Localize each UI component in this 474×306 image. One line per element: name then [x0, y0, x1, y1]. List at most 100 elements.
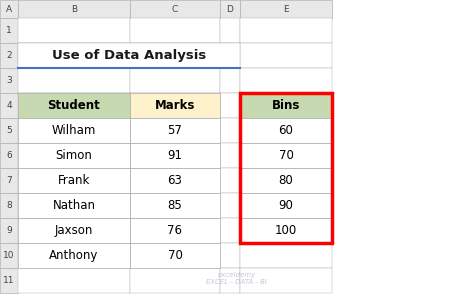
Text: 100: 100	[275, 224, 297, 237]
Bar	[240, 18, 332, 43]
Bar	[240, 268, 332, 293]
Bar	[18, 0, 130, 18]
Text: 5: 5	[6, 126, 12, 135]
Bar	[130, 243, 220, 268]
Text: 6: 6	[6, 151, 12, 160]
Bar	[240, 168, 332, 193]
Bar	[0, 168, 18, 193]
Bar	[130, 143, 220, 168]
Text: D: D	[227, 5, 233, 13]
Bar	[240, 218, 332, 243]
Bar	[130, 218, 220, 243]
Bar	[130, 0, 220, 18]
Bar	[0, 268, 18, 293]
Text: 2: 2	[6, 51, 12, 60]
Bar	[240, 93, 332, 118]
Bar	[18, 243, 130, 268]
Bar	[130, 143, 220, 168]
Bar	[220, 68, 240, 93]
Bar	[220, 268, 240, 293]
Bar	[18, 93, 130, 118]
Bar	[240, 43, 332, 68]
Text: A: A	[6, 5, 12, 13]
Bar	[18, 118, 130, 143]
Bar	[220, 168, 240, 193]
Text: 57: 57	[168, 124, 182, 137]
Text: 90: 90	[279, 199, 293, 212]
Text: Marks: Marks	[155, 99, 195, 112]
Text: Simon: Simon	[55, 149, 92, 162]
Bar	[0, 143, 18, 168]
Bar	[240, 143, 332, 168]
Text: 9: 9	[6, 226, 12, 235]
Text: Anthony: Anthony	[49, 249, 99, 262]
Bar	[220, 43, 240, 68]
Bar	[18, 218, 130, 243]
Bar	[0, 193, 18, 218]
Text: E: E	[283, 5, 289, 13]
Text: Bins: Bins	[272, 99, 300, 112]
Text: 11: 11	[3, 276, 15, 285]
Bar	[240, 93, 332, 118]
Bar	[18, 43, 130, 68]
Bar	[130, 168, 220, 193]
Bar	[240, 168, 332, 193]
Bar	[130, 193, 220, 218]
Bar	[130, 18, 220, 43]
Bar	[0, 68, 18, 93]
Bar	[220, 193, 240, 218]
Text: 60: 60	[279, 124, 293, 137]
Bar	[0, 118, 18, 143]
Bar	[130, 168, 220, 193]
Text: 70: 70	[168, 249, 182, 262]
Bar	[18, 268, 130, 293]
Bar	[220, 243, 240, 268]
Bar	[220, 143, 240, 168]
Text: 70: 70	[279, 149, 293, 162]
Bar	[18, 68, 130, 93]
Bar	[220, 18, 240, 43]
Bar	[220, 118, 240, 143]
Text: 63: 63	[168, 174, 182, 187]
Bar	[220, 93, 240, 118]
Text: 3: 3	[6, 76, 12, 85]
Bar	[240, 118, 332, 143]
Bar	[130, 43, 220, 68]
Bar	[0, 243, 18, 268]
Bar	[130, 193, 220, 218]
Bar	[240, 118, 332, 143]
Bar	[130, 118, 220, 143]
Bar	[18, 193, 130, 218]
Bar	[0, 18, 18, 43]
Bar	[18, 218, 130, 243]
Text: 8: 8	[6, 201, 12, 210]
Text: Use of Data Analysis: Use of Data Analysis	[52, 49, 206, 62]
Text: Wilham: Wilham	[52, 124, 96, 137]
Text: 4: 4	[6, 101, 12, 110]
Text: 1: 1	[6, 26, 12, 35]
Text: 80: 80	[279, 174, 293, 187]
Bar	[130, 68, 220, 93]
Text: exceldemy
EXCEL - DATA - BI: exceldemy EXCEL - DATA - BI	[207, 271, 267, 285]
Bar	[130, 93, 220, 118]
Bar	[18, 193, 130, 218]
Bar	[130, 93, 220, 118]
Bar	[240, 68, 332, 93]
Bar	[220, 0, 240, 18]
Bar	[18, 18, 130, 43]
Bar	[240, 193, 332, 218]
Text: Student: Student	[47, 99, 100, 112]
Text: Nathan: Nathan	[53, 199, 95, 212]
Bar	[0, 93, 18, 118]
Text: B: B	[71, 5, 77, 13]
Bar	[130, 218, 220, 243]
Text: 7: 7	[6, 176, 12, 185]
Text: 85: 85	[168, 199, 182, 212]
Text: Jaxson: Jaxson	[55, 224, 93, 237]
Bar	[18, 118, 130, 143]
Bar	[18, 168, 130, 193]
Bar	[130, 118, 220, 143]
Bar	[18, 243, 130, 268]
Bar	[240, 243, 332, 268]
Bar	[0, 0, 18, 18]
